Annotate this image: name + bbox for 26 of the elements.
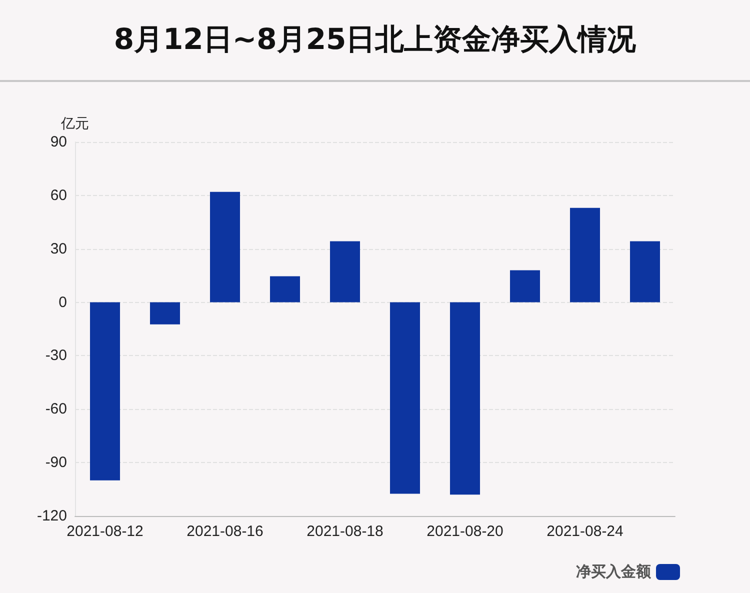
y-tick-label: 30 xyxy=(50,240,67,258)
bar xyxy=(390,302,420,494)
x-tick-label: 2021-08-20 xyxy=(426,523,504,540)
y-tick-label: 0 xyxy=(58,294,67,311)
y-tick-label: -120 xyxy=(36,508,67,524)
bar xyxy=(90,302,120,480)
bar xyxy=(510,270,540,302)
chart-title: 8月12日~8月25日北上资金净买入情况 xyxy=(0,0,750,82)
x-tick-label: 2021-08-12 xyxy=(66,523,144,540)
legend-label: 净买入金额 xyxy=(576,562,652,580)
y-tick-label: -60 xyxy=(45,400,67,418)
bar xyxy=(450,302,480,495)
y-axis-title: 亿元 xyxy=(60,115,89,131)
bar xyxy=(570,208,600,302)
x-tick-label: 2021-08-18 xyxy=(306,523,384,540)
bar xyxy=(150,302,180,324)
x-tick-label: 2021-08-16 xyxy=(186,523,264,540)
y-tick-label: 60 xyxy=(50,186,67,204)
bar xyxy=(630,241,660,302)
y-tick-label: 90 xyxy=(50,134,67,150)
bar xyxy=(330,241,360,302)
bar xyxy=(270,276,300,302)
y-tick-label: -90 xyxy=(45,454,67,472)
y-tick-label: -30 xyxy=(45,347,67,364)
x-tick-label: 2021-08-24 xyxy=(546,523,624,540)
bar xyxy=(210,192,240,302)
